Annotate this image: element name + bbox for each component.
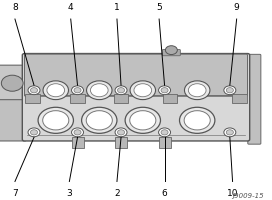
Text: 8: 8 [12, 3, 18, 12]
Circle shape [130, 81, 156, 100]
Circle shape [30, 88, 38, 93]
Circle shape [226, 130, 233, 135]
Circle shape [180, 108, 215, 134]
Circle shape [224, 128, 236, 137]
FancyBboxPatch shape [248, 55, 261, 144]
Circle shape [86, 111, 112, 130]
Circle shape [184, 81, 210, 100]
Circle shape [1, 76, 23, 92]
Circle shape [115, 128, 127, 137]
FancyBboxPatch shape [114, 94, 128, 103]
FancyBboxPatch shape [22, 54, 250, 141]
Circle shape [72, 86, 84, 95]
Circle shape [115, 86, 127, 95]
FancyBboxPatch shape [232, 94, 247, 103]
Circle shape [184, 111, 210, 130]
Circle shape [159, 86, 171, 95]
Text: 5: 5 [156, 3, 162, 12]
Circle shape [161, 88, 168, 93]
Text: 9: 9 [234, 3, 240, 12]
Text: 1: 1 [114, 3, 120, 12]
Circle shape [134, 84, 152, 97]
Circle shape [43, 111, 69, 130]
FancyBboxPatch shape [25, 94, 40, 103]
FancyBboxPatch shape [159, 137, 171, 148]
FancyBboxPatch shape [115, 137, 127, 148]
Circle shape [82, 108, 117, 134]
Circle shape [118, 130, 125, 135]
Circle shape [74, 130, 81, 135]
FancyBboxPatch shape [0, 100, 27, 141]
Circle shape [224, 86, 236, 95]
FancyBboxPatch shape [0, 66, 30, 102]
Circle shape [30, 130, 38, 135]
Circle shape [74, 88, 81, 93]
Text: 6: 6 [162, 189, 168, 197]
Circle shape [165, 46, 177, 55]
Circle shape [130, 111, 156, 130]
Circle shape [72, 128, 84, 137]
Circle shape [125, 108, 160, 134]
FancyBboxPatch shape [162, 50, 180, 56]
Circle shape [28, 128, 40, 137]
Text: 4: 4 [68, 3, 73, 12]
Text: 3: 3 [66, 189, 72, 197]
Text: J9009-15: J9009-15 [232, 192, 264, 198]
FancyBboxPatch shape [163, 94, 177, 103]
Circle shape [28, 86, 40, 95]
Circle shape [38, 108, 73, 134]
Circle shape [188, 84, 206, 97]
Circle shape [161, 130, 168, 135]
FancyBboxPatch shape [70, 94, 85, 103]
FancyBboxPatch shape [24, 55, 248, 97]
Text: 7: 7 [12, 189, 18, 197]
Circle shape [43, 81, 69, 100]
Circle shape [226, 88, 233, 93]
Circle shape [159, 128, 171, 137]
Circle shape [90, 84, 108, 97]
Circle shape [86, 81, 112, 100]
Circle shape [47, 84, 65, 97]
Text: 10: 10 [227, 189, 238, 197]
Text: 2: 2 [114, 189, 120, 197]
Circle shape [118, 88, 125, 93]
FancyBboxPatch shape [72, 137, 84, 148]
